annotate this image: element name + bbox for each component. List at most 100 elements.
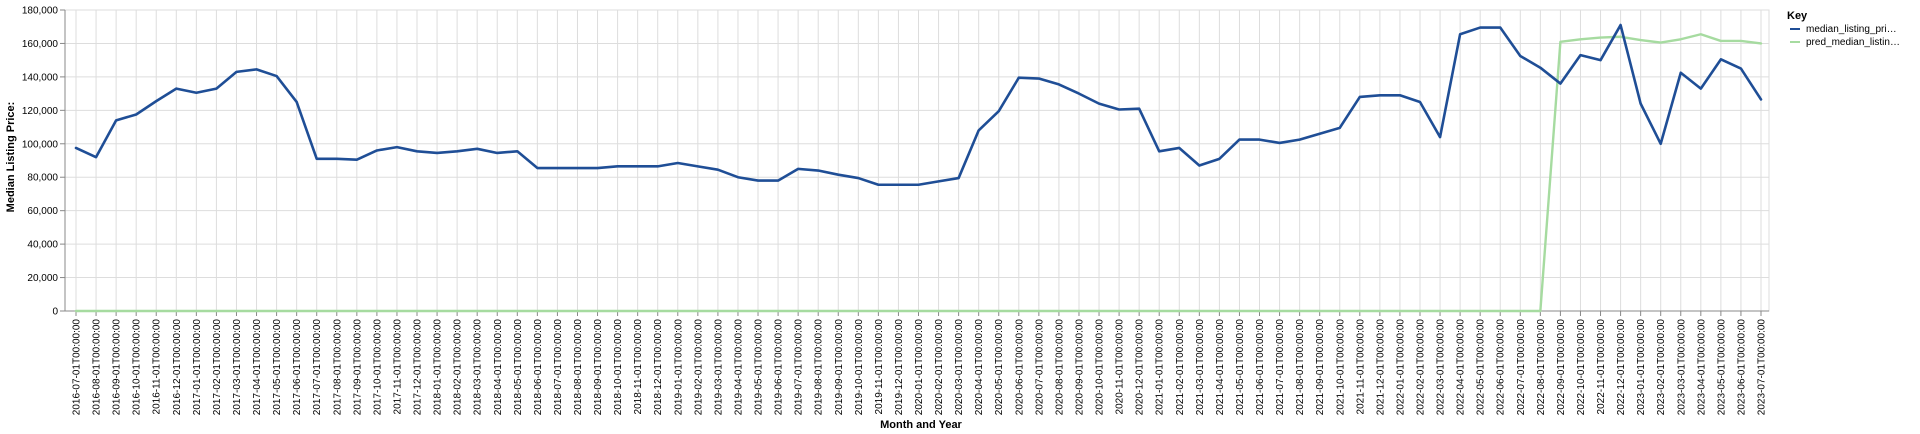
x-tick-label: 2019-07-01T00:00:00	[794, 319, 805, 416]
x-tick-label: 2017-07-01T00:00:00	[312, 319, 323, 416]
x-tick-label: 2020-02-01T00:00:00	[934, 319, 945, 416]
x-tick-label: 2021-05-01T00:00:00	[1235, 319, 1246, 416]
x-tick-label: 2016-11-01T00:00:00	[152, 319, 163, 415]
x-tick-label: 2023-01-01T00:00:00	[1636, 319, 1647, 416]
x-tick-label: 2022-06-01T00:00:00	[1496, 319, 1507, 416]
x-tick-label: 2018-11-01T00:00:00	[633, 319, 644, 415]
x-tick-label: 2018-04-01T00:00:00	[493, 319, 504, 416]
x-tick-label: 2023-07-01T00:00:00	[1757, 319, 1768, 416]
x-tick-label: 2019-06-01T00:00:00	[774, 319, 785, 416]
x-axis: 2016-07-01T00:00:00 2016-08-01T00:00:00 20…	[65, 310, 1769, 416]
x-tick-label: 2021-08-01T00:00:00	[1295, 319, 1306, 416]
x-tick-label: 2017-09-01T00:00:00	[352, 319, 363, 416]
x-tick-label: 2022-03-01T00:00:00	[1436, 319, 1447, 416]
x-tick-label: 2016-07-01T00:00:00	[72, 319, 83, 416]
series-lines	[74, 23, 1763, 313]
x-tick-label: 2017-11-01T00:00:00	[392, 319, 403, 415]
y-tick-label: 180,000	[22, 6, 59, 17]
y-tick-label: 40,000	[27, 240, 58, 251]
legend-title: Key	[1787, 10, 1808, 22]
x-tick-label: 2017-12-01T00:00:00	[413, 319, 424, 416]
x-tick-label: 2021-01-01T00:00:00	[1155, 319, 1166, 416]
x-tick-label: 2019-05-01T00:00:00	[754, 319, 765, 416]
y-tick-label: 140,000	[22, 72, 59, 83]
x-tick-label: 2023-02-01T00:00:00	[1656, 319, 1667, 416]
x-tick-label: 2020-10-01T00:00:00	[1095, 319, 1106, 416]
y-tick-label: 20,000	[27, 273, 58, 284]
x-tick-label: 2018-12-01T00:00:00	[653, 319, 664, 416]
x-tick-label: 2021-04-01T00:00:00	[1215, 319, 1226, 416]
x-tick-label: 2016-10-01T00:00:00	[132, 319, 143, 416]
x-tick-label: 2022-07-01T00:00:00	[1516, 319, 1527, 416]
x-tick-label: 2020-04-01T00:00:00	[974, 319, 985, 416]
x-tick-label: 2023-03-01T00:00:00	[1676, 319, 1687, 416]
x-tick-label: 2018-02-01T00:00:00	[453, 319, 464, 416]
x-tick-label: 2016-12-01T00:00:00	[172, 319, 183, 416]
x-tick-label: 2017-01-01T00:00:00	[192, 319, 203, 416]
x-tick-label: 2018-07-01T00:00:00	[553, 319, 564, 416]
x-tick-label: 2017-08-01T00:00:00	[332, 319, 343, 416]
legend-label: pred_median_listin…	[1806, 37, 1900, 48]
y-axis-title: Median Listing Price:	[5, 102, 17, 213]
x-tick-label: 2020-08-01T00:00:00	[1054, 319, 1065, 416]
x-tick-label: 2017-05-01T00:00:00	[272, 319, 283, 416]
x-tick-label: 2020-07-01T00:00:00	[1034, 319, 1045, 416]
x-tick-label: 2018-06-01T00:00:00	[533, 319, 544, 416]
x-tick-label: 2020-06-01T00:00:00	[1014, 319, 1025, 416]
x-tick-label: 2018-10-01T00:00:00	[613, 319, 624, 416]
x-tick-label: 2021-07-01T00:00:00	[1275, 319, 1286, 416]
x-tick-label: 2017-04-01T00:00:00	[252, 319, 263, 416]
x-tick-label: 2021-12-01T00:00:00	[1375, 319, 1386, 416]
x-tick-label: 2023-06-01T00:00:00	[1736, 319, 1747, 416]
x-tick-label: 2019-03-01T00:00:00	[713, 319, 724, 416]
x-tick-label: 2020-12-01T00:00:00	[1135, 319, 1146, 416]
x-tick-label: 2020-03-01T00:00:00	[954, 319, 965, 416]
x-tick-label: 2022-09-01T00:00:00	[1556, 319, 1567, 416]
series-line-median-listing-price	[74, 23, 1763, 187]
x-tick-label: 2019-08-01T00:00:00	[814, 319, 825, 416]
legend-label: median_listing_pri…	[1806, 24, 1897, 35]
x-tick-label: 2023-04-01T00:00:00	[1696, 319, 1707, 416]
x-tick-label: 2021-02-01T00:00:00	[1175, 319, 1186, 416]
series-line-pred-median-listing-price	[74, 33, 1763, 313]
y-tick-label: 0	[52, 307, 58, 318]
x-tick-label: 2020-11-01T00:00:00	[1115, 319, 1126, 415]
x-tick-label: 2016-09-01T00:00:00	[112, 319, 123, 416]
y-tick-label: 120,000	[22, 106, 59, 117]
y-tick-label: 60,000	[27, 206, 58, 217]
x-tick-label: 2022-02-01T00:00:00	[1415, 319, 1426, 416]
x-tick-label: 2019-01-01T00:00:00	[673, 319, 684, 416]
x-tick-label: 2021-03-01T00:00:00	[1195, 319, 1206, 416]
x-axis-title: Month and Year	[880, 419, 962, 431]
legend: Key median_listing_pri… pred_median_listi…	[1787, 10, 1900, 48]
x-tick-label: 2022-08-01T00:00:00	[1536, 319, 1547, 416]
x-tick-label: 2018-03-01T00:00:00	[473, 319, 484, 416]
x-tick-label: 2021-11-01T00:00:00	[1355, 319, 1366, 415]
x-tick-label: 2019-04-01T00:00:00	[733, 319, 744, 416]
x-tick-label: 2023-05-01T00:00:00	[1716, 319, 1727, 416]
x-tick-label: 2017-02-01T00:00:00	[212, 319, 223, 416]
y-tick-label: 160,000	[22, 39, 59, 50]
x-tick-label: 2022-01-01T00:00:00	[1395, 319, 1406, 416]
y-tick-label: 100,000	[22, 139, 59, 150]
x-tick-label: 2022-05-01T00:00:00	[1476, 319, 1487, 416]
x-tick-label: 2017-06-01T00:00:00	[292, 319, 303, 416]
x-tick-label: 2019-11-01T00:00:00	[874, 319, 885, 415]
x-tick-label: 2021-09-01T00:00:00	[1315, 319, 1326, 416]
x-tick-label: 2020-01-01T00:00:00	[914, 319, 925, 416]
x-tick-label: 2018-01-01T00:00:00	[433, 319, 444, 416]
y-axis: 0 20,000 40,000 60,000 80,000 100,000 120,000 1…	[22, 6, 66, 318]
x-tick-label: 2021-06-01T00:00:00	[1255, 319, 1266, 416]
x-tick-label: 2019-09-01T00:00:00	[834, 319, 845, 416]
grid-lines	[64, 9, 1770, 312]
x-tick-label: 2017-10-01T00:00:00	[372, 319, 383, 416]
x-tick-label: 2016-08-01T00:00:00	[92, 319, 103, 416]
x-tick-label: 2022-12-01T00:00:00	[1616, 319, 1627, 416]
x-tick-label: 2019-02-01T00:00:00	[693, 319, 704, 416]
x-tick-label: 2020-05-01T00:00:00	[994, 319, 1005, 416]
x-tick-label: 2018-05-01T00:00:00	[513, 319, 524, 416]
plot-frame	[64, 9, 1770, 312]
x-tick-label: 2021-10-01T00:00:00	[1335, 319, 1346, 416]
